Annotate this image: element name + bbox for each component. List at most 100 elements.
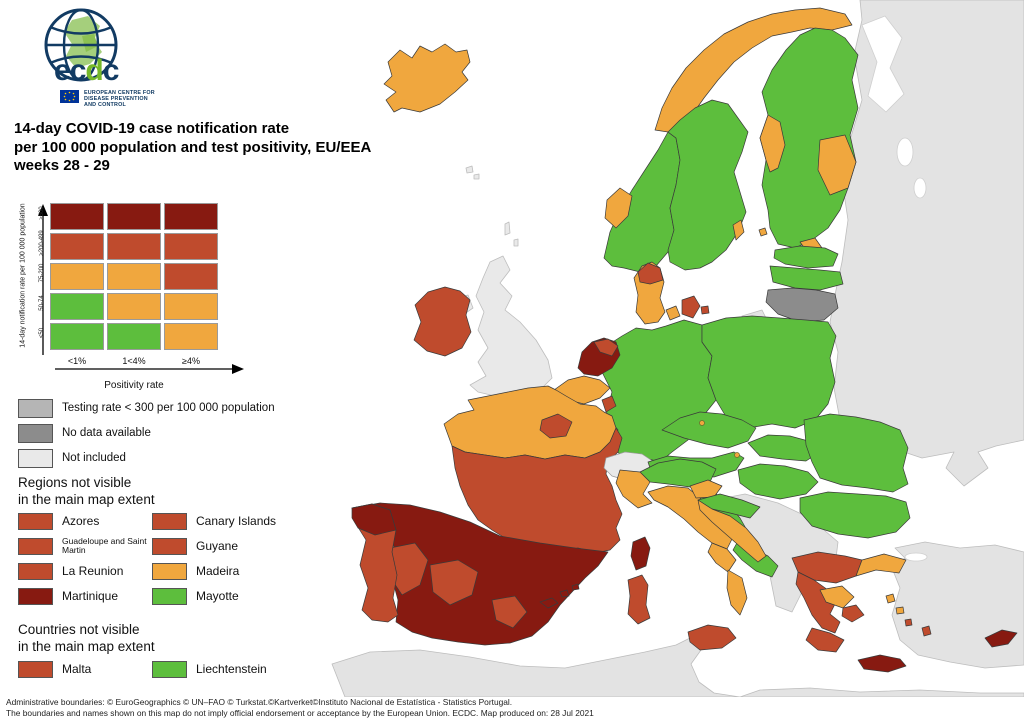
- region-c2-label-1: Guyane: [196, 539, 239, 553]
- map-region-norway-west-coast: [604, 187, 633, 229]
- matrix-cell-4-1: [107, 323, 161, 350]
- status-legend-swatch-1: [18, 423, 53, 443]
- map-region-sicily: [687, 624, 737, 651]
- regions-col-1: Azores Guadeloupe and Saint Martin La Reun…: [18, 512, 158, 612]
- matrix-col-label-0: <1%: [67, 356, 87, 366]
- country-c1-swatch-0: [18, 660, 53, 678]
- map-region-finland-west: [759, 114, 786, 173]
- europe-map: [331, 0, 1024, 697]
- map-region-faroe: [465, 165, 480, 180]
- map-region-denmark-funen: [665, 305, 681, 321]
- map-region-latvia: [769, 265, 844, 291]
- region-c2-swatch-2: [152, 562, 187, 580]
- matrix-cell-0-2: [164, 203, 218, 230]
- map-region-greece-central-orange: [819, 585, 855, 609]
- map-region-greece-west: [795, 571, 841, 634]
- region-c2-swatch-3: [152, 587, 187, 605]
- map-region-finland-east: [817, 134, 857, 196]
- region-c1-label-0: Azores: [62, 514, 100, 528]
- map-region-croatia-inland: [697, 493, 761, 519]
- map-region-aland: [758, 227, 768, 237]
- map-region-sardinia: [627, 574, 651, 625]
- x-axis-label: Positivity rate: [104, 380, 164, 391]
- map-region-denmark-zealand: [681, 295, 701, 319]
- status-legend-swatch-0: [18, 398, 53, 418]
- footer-line-2: The boundaries and names shown on this m…: [6, 708, 594, 718]
- matrix-cell-2-0: [50, 263, 104, 290]
- region-c1-row-1: Guadeloupe and Saint Martin: [18, 537, 158, 555]
- map-title: 14-day COVID-19 case notification rate p…: [14, 120, 371, 176]
- map-region-italy-northwest: [615, 469, 653, 509]
- region-c2-row-0: Canary Islands: [152, 512, 292, 530]
- country-c2-swatch-0: [152, 660, 187, 678]
- map-region-north-africa: [331, 636, 741, 697]
- map-region-aegean-2: [895, 606, 905, 615]
- map-region-spain-murcia: [491, 595, 528, 629]
- map-region-slovenia: [689, 479, 723, 499]
- status-legend-row-1: No data available: [18, 423, 275, 443]
- region-c1-row-3: Martinique: [18, 587, 158, 605]
- y-axis-label: 14-day notification rate per 100 000 pop…: [19, 203, 27, 348]
- map-region-france-south: [451, 427, 623, 554]
- region-c1-swatch-3: [18, 587, 53, 605]
- region-c1-row-0: Azores: [18, 512, 158, 530]
- map-region-cyprus: [984, 629, 1018, 648]
- matrix-cell-1-0: [50, 233, 104, 260]
- map-region-balearics: [539, 583, 580, 609]
- region-c2-label-3: Mayotte: [196, 589, 239, 603]
- map-region-ireland: [413, 286, 472, 357]
- map-region-hungary: [737, 463, 819, 500]
- map-region-croatia-coast: [697, 499, 767, 563]
- map-region-iceland: [383, 43, 471, 113]
- map-region-aegean-3: [904, 618, 913, 627]
- map-region-poland: [701, 315, 837, 429]
- map-region-shetland: [504, 221, 519, 247]
- legend-matrix: 14-day notification rate per 100 000 pop…: [10, 196, 255, 396]
- status-legend-swatch-2: [18, 448, 53, 468]
- regions-col-2: Canary Islands Guyane Madeira Mayotte: [152, 512, 292, 612]
- region-c1-row-2: La Reunion: [18, 562, 158, 580]
- map-region-spain-center: [429, 559, 479, 606]
- map-region-crete: [857, 654, 907, 673]
- map-region-sweden: [667, 99, 749, 271]
- matrix-cell-4-0: [50, 323, 104, 350]
- countries-col-1: Malta: [18, 660, 158, 685]
- map-region-bulgaria: [799, 491, 911, 539]
- matrix-col-label-1: 1<4%: [122, 356, 146, 366]
- map-region-france-paris: [539, 413, 573, 439]
- matrix-cell-0-0: [50, 203, 104, 230]
- map-region-peloponnese: [805, 627, 845, 653]
- map-region-luxembourg: [601, 395, 617, 413]
- region-c1-swatch-0: [18, 512, 53, 530]
- map-region-estonia: [773, 245, 839, 269]
- map-region-netherlands-ne: [593, 338, 619, 357]
- map-region-rhodes: [921, 625, 932, 637]
- white-sea: [861, 15, 905, 113]
- country-c2-label-0: Liechtenstein: [196, 662, 267, 676]
- lake-ladoga: [896, 137, 914, 167]
- map-region-romania: [803, 413, 909, 493]
- map-region-portugal-north: [351, 503, 397, 536]
- region-c2-label-0: Canary Islands: [196, 514, 277, 528]
- countries-heading: Countries not visible in the main map ex…: [18, 622, 155, 654]
- footer-line-1: Administrative boundaries: © EuroGeograp…: [6, 697, 513, 707]
- region-c1-label-1: Guadeloupe and Saint Martin: [62, 536, 147, 555]
- matrix-cell-2-1: [107, 263, 161, 290]
- matrix-grid: [50, 203, 218, 350]
- matrix-col-label-2: ≥4%: [182, 356, 200, 366]
- map-region-vienna-dot: [734, 452, 740, 458]
- country-c1-row-0: Malta: [18, 660, 158, 678]
- region-c1-swatch-1: [18, 537, 53, 555]
- map-region-corsica: [630, 536, 651, 571]
- sea-of-marmara: [904, 552, 928, 562]
- map-region-attica: [841, 604, 865, 623]
- map-region-aegean-1: [885, 593, 896, 604]
- region-c2-row-3: Mayotte: [152, 587, 292, 605]
- matrix-cell-1-1: [107, 233, 161, 260]
- title-line-3: weeks 28 - 29: [14, 157, 110, 174]
- region-c2-swatch-0: [152, 512, 187, 530]
- matrix-cell-3-1: [107, 293, 161, 320]
- map-region-non-eu-east: [829, 0, 1024, 487]
- matrix-cell-0-1: [107, 203, 161, 230]
- status-legend-label-2: Not included: [62, 452, 126, 464]
